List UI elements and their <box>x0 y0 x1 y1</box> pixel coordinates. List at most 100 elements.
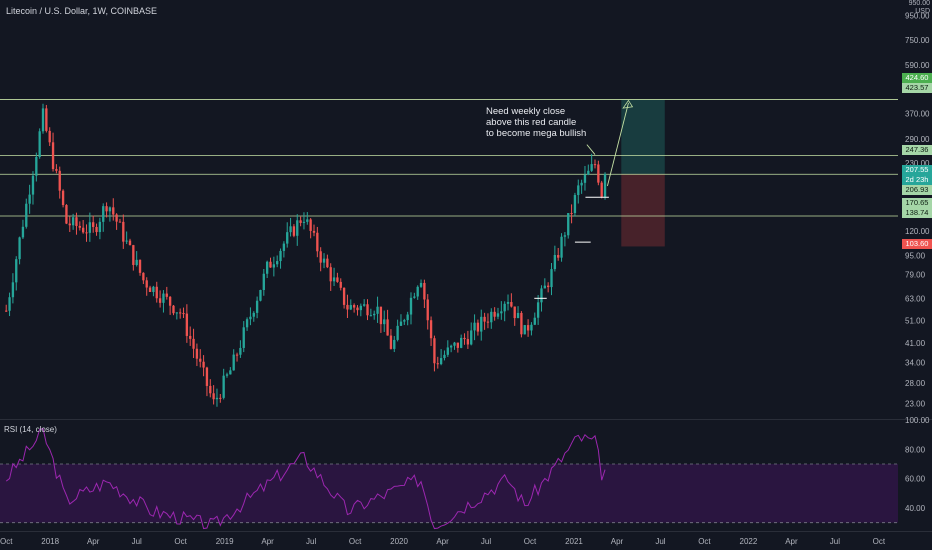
candle <box>316 232 319 252</box>
time-axis-divider <box>0 531 932 532</box>
candle <box>557 255 560 258</box>
candle <box>276 261 279 265</box>
candle <box>292 226 296 236</box>
price-tag: 138.74 <box>902 208 932 218</box>
candle <box>413 296 416 298</box>
time-axis-tick-label: Apr <box>785 537 798 546</box>
candle <box>279 250 282 262</box>
candle <box>500 311 503 314</box>
time-axis-tick-label: Oct <box>698 537 711 546</box>
time-axis-tick-label: Jul <box>655 537 665 546</box>
position-target-zone <box>621 99 665 174</box>
candle <box>95 226 98 233</box>
candle <box>383 319 386 325</box>
candle <box>403 320 406 322</box>
candle <box>21 226 25 238</box>
candle <box>118 221 122 223</box>
candle <box>393 339 396 349</box>
candle <box>145 280 148 288</box>
candle <box>446 347 449 355</box>
candle <box>476 322 480 332</box>
candle <box>108 207 112 212</box>
symbol-title: Litecoin / U.S. Dollar, 1W, COINBASE <box>6 6 158 16</box>
position-stop-zone <box>621 173 665 247</box>
price-tag: 2d 23h <box>902 175 932 185</box>
candle <box>366 304 369 316</box>
price-axis-tick-label: 79.00 <box>905 271 926 280</box>
candle <box>182 313 185 315</box>
candle <box>523 325 526 335</box>
candle <box>189 335 192 339</box>
candle <box>563 235 567 237</box>
time-axis-tick-label: Apr <box>87 537 100 546</box>
candle <box>406 314 409 321</box>
candle <box>242 327 245 348</box>
candle <box>473 322 476 331</box>
candle <box>152 286 155 293</box>
price-axis-tick-label: 41.00 <box>905 339 926 348</box>
candle <box>580 182 583 186</box>
candle <box>530 324 533 331</box>
price-axis-tick-label: 34.00 <box>905 359 926 368</box>
time-axis-tick-label: 2022 <box>740 537 758 546</box>
annotation-line: to become mega bullish <box>486 128 587 139</box>
candle <box>255 300 259 313</box>
annotation-pointer <box>586 144 596 155</box>
price-axis-tick-label: 23.00 <box>905 399 926 408</box>
candle <box>349 305 352 310</box>
candle <box>135 259 138 265</box>
price-axis-tick-label: 590.00 <box>905 61 930 70</box>
time-axis-tick-label: Jul <box>306 537 316 546</box>
candle <box>567 213 570 236</box>
candle <box>41 108 45 132</box>
annotation-line: above this red candle <box>486 117 577 128</box>
candle <box>11 282 15 298</box>
time-axis-tick-label: Oct <box>349 537 362 546</box>
candle <box>185 313 189 336</box>
candle <box>399 321 403 326</box>
price-tag: 423.57 <box>902 83 932 93</box>
candle <box>195 348 199 359</box>
price-tag: 170.65 <box>902 198 932 208</box>
candle <box>449 345 453 348</box>
candles <box>5 103 607 407</box>
candle <box>560 236 563 258</box>
pane-divider <box>0 419 932 420</box>
candle <box>102 206 105 222</box>
candle <box>436 363 439 365</box>
candle <box>526 325 530 331</box>
candle <box>322 258 326 263</box>
candle <box>18 237 21 260</box>
candle <box>15 259 18 283</box>
price-tag: 206.93 <box>902 185 932 195</box>
candle <box>192 338 195 349</box>
price-axis-tick-label: 950.00 <box>905 11 930 20</box>
candle <box>362 304 366 306</box>
candle <box>326 258 329 268</box>
annotation-text[interactable]: Need weekly close above this red candle … <box>486 106 586 139</box>
candle <box>296 220 299 236</box>
candle <box>496 313 500 317</box>
candle <box>172 305 175 314</box>
candle <box>590 164 593 171</box>
candle <box>175 312 178 314</box>
price-axis-currency: 950.00 USD <box>896 0 930 16</box>
price-axis-tick-label: 95.00 <box>905 251 926 260</box>
candle <box>503 303 506 312</box>
projection-arrow-head <box>622 99 634 109</box>
time-axis-tick-label: Jul <box>481 537 491 546</box>
candle <box>312 230 316 233</box>
candle <box>510 302 513 307</box>
candle <box>396 325 399 340</box>
candle <box>68 223 71 226</box>
candle <box>359 305 362 311</box>
candle <box>583 174 587 183</box>
time-axis-tick-label: 2021 <box>565 537 583 546</box>
candle <box>329 267 332 282</box>
candle <box>222 375 225 398</box>
candle <box>346 304 349 310</box>
time-axis-tick-label: Apr <box>436 537 449 546</box>
time-axis-tick-label: 2020 <box>390 537 408 546</box>
candle <box>546 285 550 288</box>
